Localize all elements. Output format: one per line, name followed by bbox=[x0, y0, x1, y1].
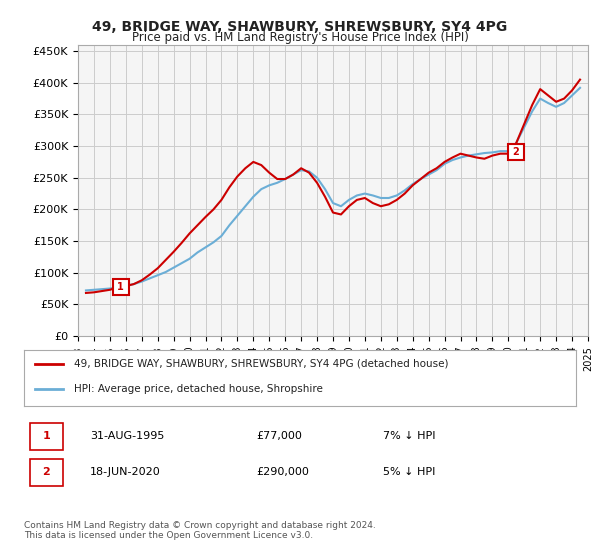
Text: 18-JUN-2020: 18-JUN-2020 bbox=[90, 467, 161, 477]
Text: 2: 2 bbox=[42, 467, 50, 477]
Text: 49, BRIDGE WAY, SHAWBURY, SHREWSBURY, SY4 4PG: 49, BRIDGE WAY, SHAWBURY, SHREWSBURY, SY… bbox=[92, 20, 508, 34]
Text: 5% ↓ HPI: 5% ↓ HPI bbox=[383, 467, 435, 477]
Text: £77,000: £77,000 bbox=[256, 431, 302, 441]
Text: Price paid vs. HM Land Registry's House Price Index (HPI): Price paid vs. HM Land Registry's House … bbox=[131, 31, 469, 44]
Text: 1: 1 bbox=[117, 282, 124, 292]
Text: 7% ↓ HPI: 7% ↓ HPI bbox=[383, 431, 436, 441]
Text: 2: 2 bbox=[512, 147, 519, 157]
Text: HPI: Average price, detached house, Shropshire: HPI: Average price, detached house, Shro… bbox=[74, 384, 323, 394]
Text: 49, BRIDGE WAY, SHAWBURY, SHREWSBURY, SY4 4PG (detached house): 49, BRIDGE WAY, SHAWBURY, SHREWSBURY, SY… bbox=[74, 359, 448, 369]
Text: 31-AUG-1995: 31-AUG-1995 bbox=[90, 431, 164, 441]
FancyBboxPatch shape bbox=[29, 459, 62, 486]
FancyBboxPatch shape bbox=[29, 423, 62, 450]
Text: Contains HM Land Registry data © Crown copyright and database right 2024.
This d: Contains HM Land Registry data © Crown c… bbox=[24, 521, 376, 540]
Text: £290,000: £290,000 bbox=[256, 467, 309, 477]
Text: 1: 1 bbox=[42, 431, 50, 441]
